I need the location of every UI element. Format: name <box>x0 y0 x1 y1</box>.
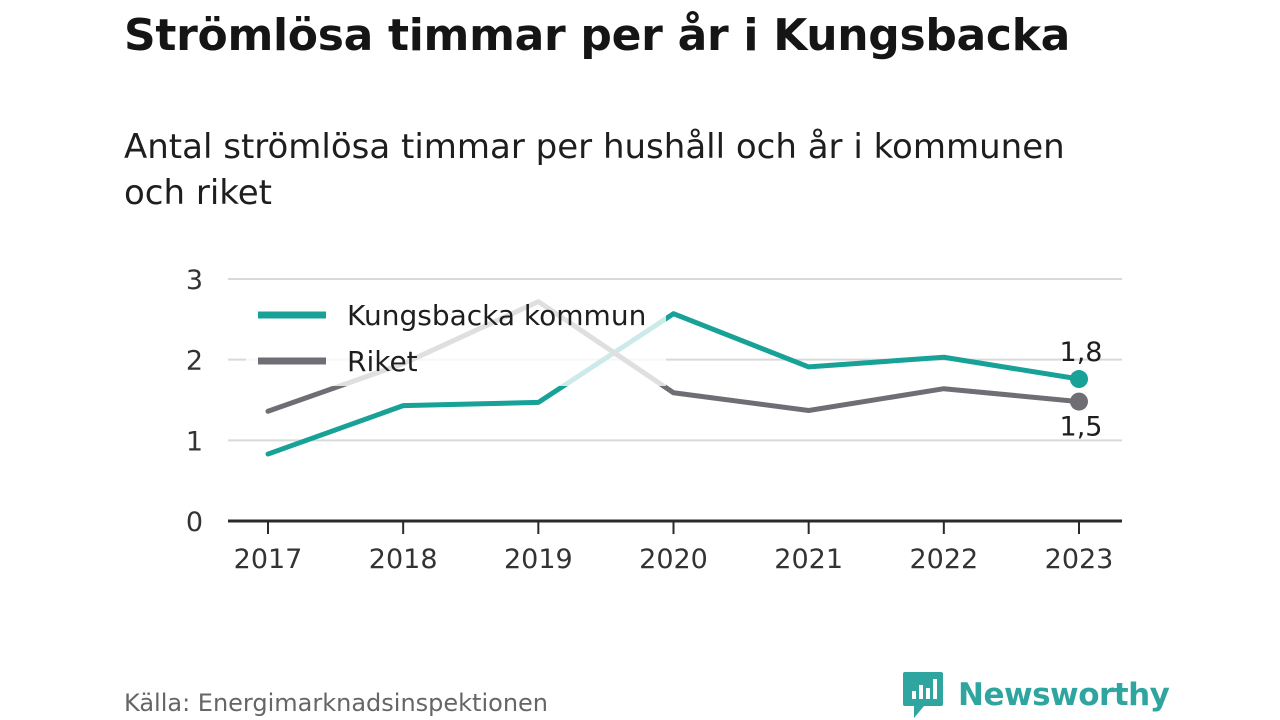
y-tick-label: 3 <box>186 265 203 296</box>
x-tick-label: 2018 <box>369 544 438 575</box>
end-point-marker <box>1070 392 1088 411</box>
end-point-marker <box>1070 370 1088 389</box>
x-tick-label: 2022 <box>909 544 978 575</box>
x-tick-label: 2021 <box>774 544 843 575</box>
x-axis-ticks: 2017 2018 2019 2020 2021 2022 2023 <box>234 521 1114 575</box>
end-value-label: 1,5 <box>1060 412 1103 443</box>
x-tick-label: 2023 <box>1045 544 1114 575</box>
x-tick-label: 2019 <box>504 544 573 575</box>
y-tick-label: 2 <box>186 346 203 377</box>
line-chart: 0 1 2 3 2017 2018 2019 2020 2021 2022 2023 Kungsb… <box>186 265 1122 575</box>
end-points: 1,8 1,5 <box>1060 337 1103 443</box>
series-line-kungsbacka <box>265 311 1082 457</box>
newsworthy-logo-icon <box>903 672 943 718</box>
chart-title: Strömlösa timmar per år i Kungsbacka <box>124 10 1071 61</box>
brand-name: Newsworthy <box>958 677 1170 713</box>
y-tick-label: 1 <box>186 426 203 457</box>
y-axis-ticks: 0 1 2 3 <box>186 265 203 538</box>
y-tick-label: 0 <box>186 507 203 538</box>
legend: Kungsbacka kommun Riket <box>246 290 666 386</box>
newsworthy-logo: Newsworthy <box>902 670 1170 720</box>
chart-subtitle: Antal strömlösa timmar per hushåll och å… <box>124 127 1065 213</box>
legend-label: Kungsbacka kommun <box>347 299 646 332</box>
x-tick-label: 2017 <box>234 544 303 575</box>
end-value-label: 1,8 <box>1060 337 1103 368</box>
legend-background <box>246 290 666 386</box>
legend-label: Riket <box>347 345 418 378</box>
x-tick-label: 2020 <box>639 544 708 575</box>
source-note: Källa: Energimarknadsinspektionen <box>124 689 549 717</box>
